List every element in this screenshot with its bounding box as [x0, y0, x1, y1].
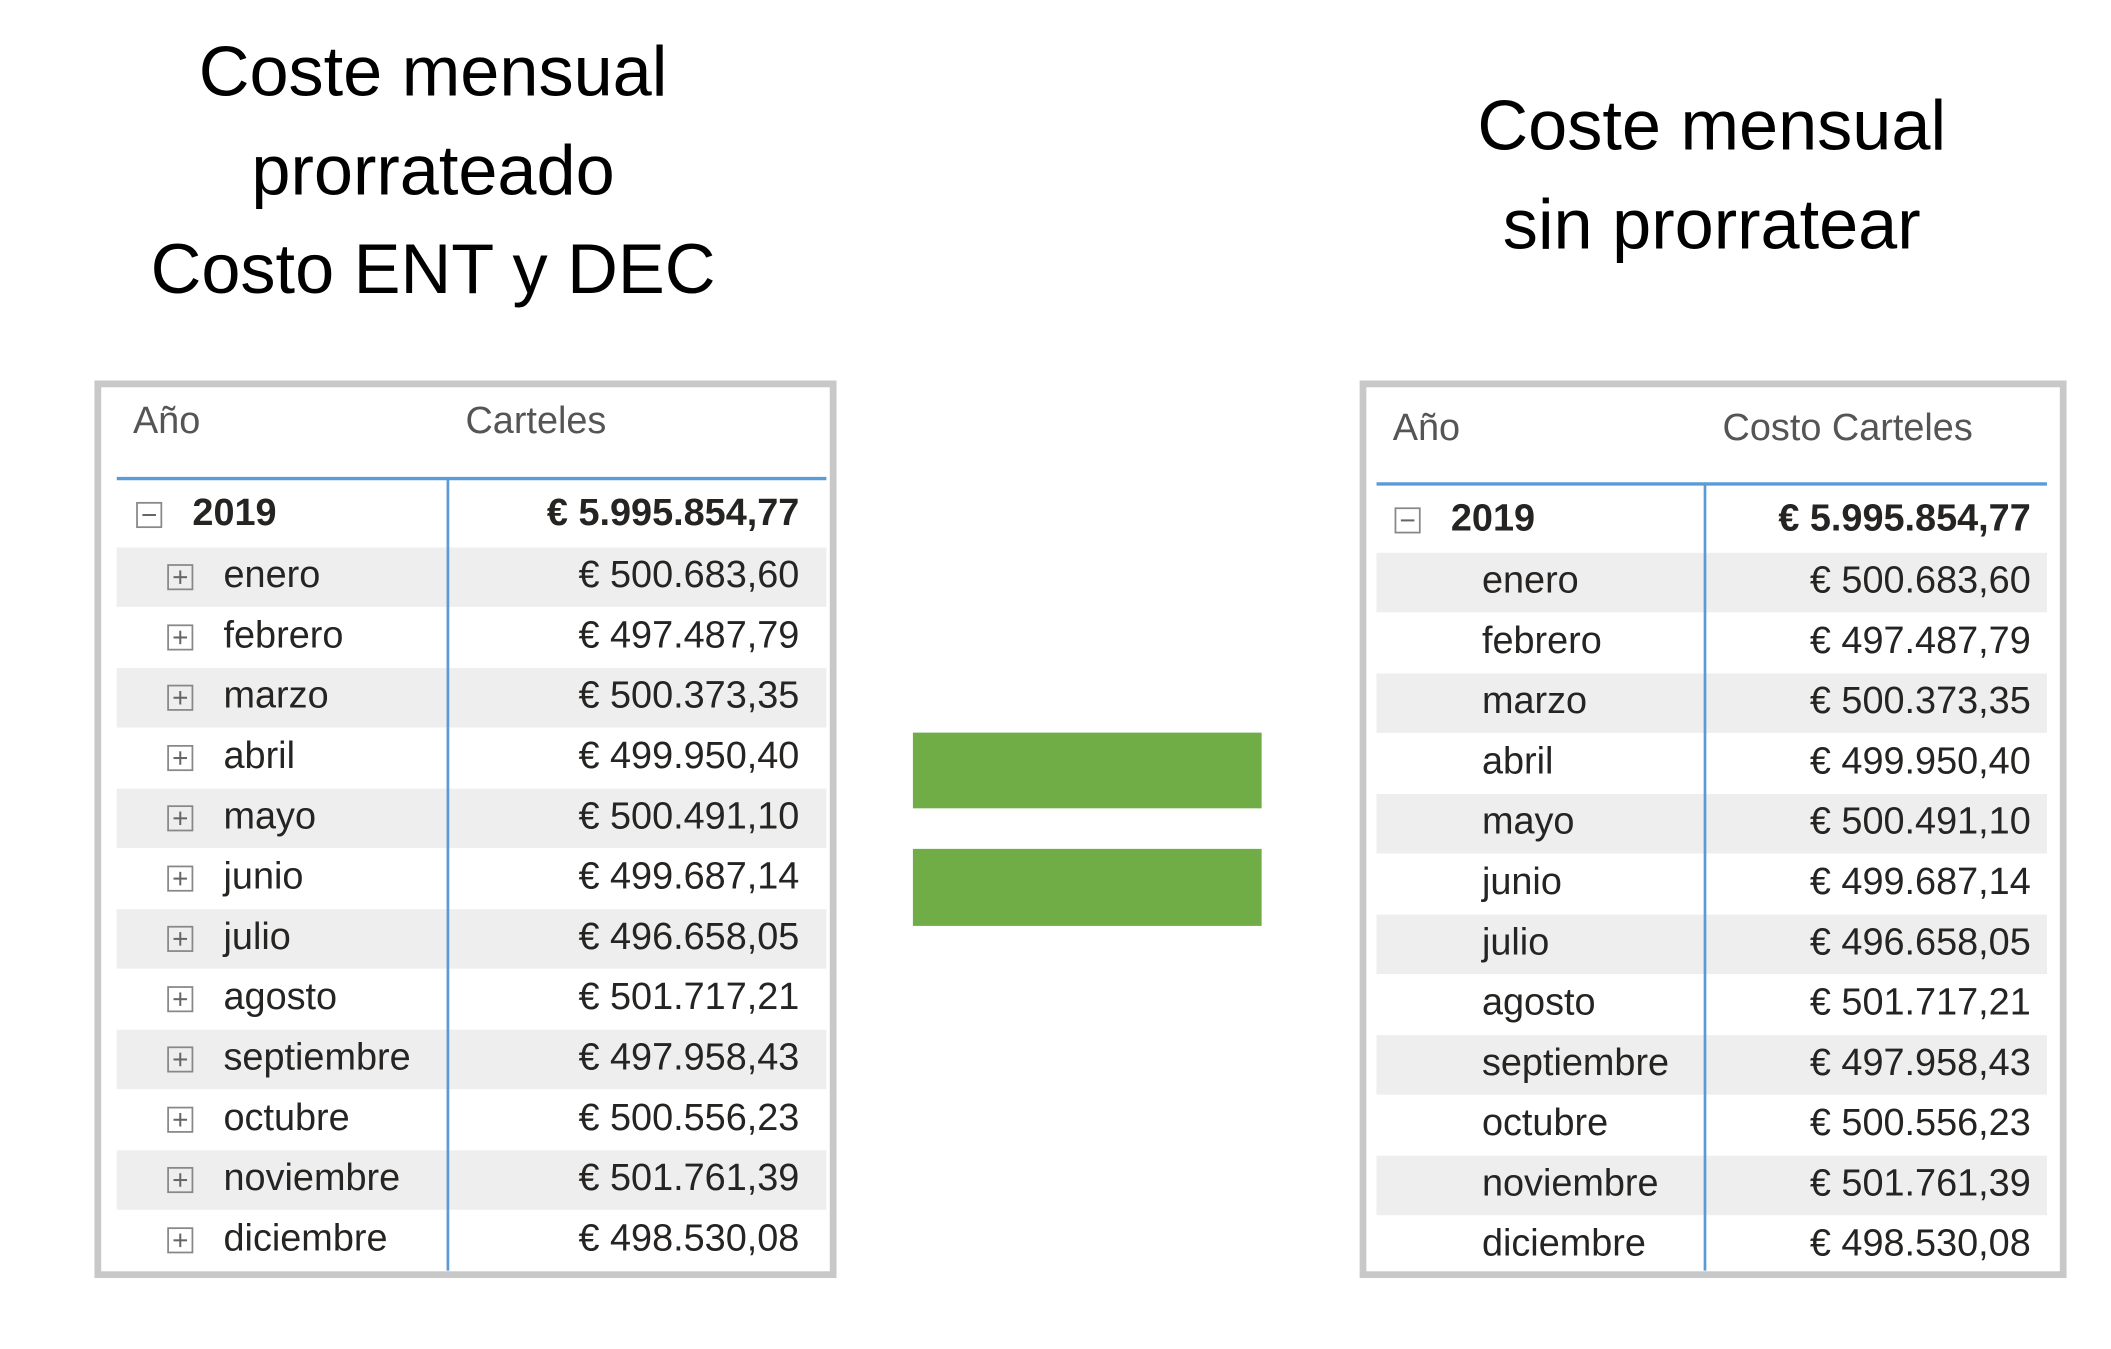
month-value: € 500.683,60 [578, 554, 799, 596]
column-header: Costo Carteles [1723, 407, 1973, 449]
month-value: € 497.487,79 [578, 614, 799, 656]
month-label: diciembre [224, 1217, 388, 1259]
row-shade [116, 547, 827, 607]
month-label: septiembre [1482, 1042, 1669, 1084]
month-value: € 496.658,05 [1810, 921, 2031, 963]
expand-icon [167, 744, 194, 772]
month-label: enero [224, 554, 321, 596]
month-label: abril [1482, 740, 1553, 782]
month-label: mayo [224, 795, 317, 837]
month-value: € 501.717,21 [578, 976, 799, 1018]
month-value: € 497.958,43 [578, 1036, 799, 1078]
month-value: € 497.958,43 [1810, 1042, 2031, 1084]
month-label: septiembre [224, 1036, 411, 1078]
month-label: junio [1481, 861, 1562, 903]
row-shade [116, 788, 827, 849]
row-shade [1376, 914, 2047, 975]
month-label: octubre [224, 1097, 350, 1139]
equals-bar [912, 848, 1262, 926]
month-label: octubre [1482, 1102, 1608, 1144]
row-shade [116, 909, 827, 969]
expand-icon [167, 1046, 194, 1073]
total-label: 2019 [192, 492, 276, 534]
month-label: febrero [1482, 620, 1602, 662]
month-label: agosto [1482, 982, 1596, 1024]
right-title: Coste mensual [1477, 86, 1946, 165]
expand-icon [1394, 507, 1421, 534]
month-value: € 498.530,08 [578, 1217, 799, 1259]
column-header: Carteles [465, 400, 606, 442]
month-value: € 500.556,23 [1810, 1102, 2031, 1144]
month-value: € 499.950,40 [578, 735, 799, 777]
left-title: Costo ENT y DEC [151, 229, 716, 308]
month-value: € 497.487,79 [1810, 620, 2031, 662]
month-label: enero [1482, 560, 1579, 602]
row-shade [1376, 552, 2047, 613]
row-shade [1376, 1155, 2047, 1216]
row-shade [1376, 673, 2047, 733]
expand-icon [167, 1106, 194, 1133]
expand-icon [167, 925, 194, 952]
equals-bar [912, 732, 1262, 809]
month-value: € 499.950,40 [1810, 740, 2031, 782]
expand-icon [167, 805, 194, 832]
total-value: € 5.995.854,77 [1778, 497, 2030, 539]
month-value: € 498.530,08 [1810, 1223, 2031, 1265]
expand-icon [167, 865, 194, 892]
expand-icon [167, 624, 194, 651]
expand-icon [167, 1166, 194, 1194]
row-shade [116, 1150, 827, 1210]
left-title: prorrateado [251, 130, 614, 209]
month-value: € 500.683,60 [1810, 560, 2031, 602]
month-value: € 500.491,10 [578, 795, 799, 837]
month-label: febrero [224, 614, 344, 656]
row-shade [116, 1029, 827, 1090]
column-header: Año [133, 400, 200, 442]
expand-icon [167, 1227, 194, 1254]
month-label: julio [223, 916, 291, 958]
row-shade [1376, 1035, 2047, 1095]
month-value: € 500.491,10 [1810, 801, 2031, 843]
month-label: julio [1481, 921, 1549, 963]
month-value: € 501.717,21 [1810, 982, 2031, 1024]
expand-icon [167, 684, 194, 711]
left-title: Coste mensual [199, 32, 668, 111]
month-value: € 499.687,14 [1810, 861, 2031, 903]
total-value: € 5.995.854,77 [547, 492, 799, 534]
expand-icon [136, 501, 163, 529]
row-shade [1376, 793, 2047, 854]
total-label: 2019 [1451, 497, 1535, 539]
month-value: € 501.761,39 [578, 1157, 799, 1199]
expand-icon [167, 986, 194, 1013]
month-value: € 501.761,39 [1810, 1162, 2031, 1204]
month-value: € 500.556,23 [578, 1097, 799, 1139]
month-label: junio [223, 856, 304, 898]
month-label: noviembre [224, 1157, 401, 1199]
month-label: marzo [224, 675, 329, 717]
month-label: marzo [1482, 680, 1587, 722]
column-header: Año [1393, 407, 1460, 449]
right-title: sin prorratear [1503, 184, 1921, 263]
month-label: diciembre [1482, 1223, 1646, 1265]
month-label: noviembre [1482, 1162, 1659, 1204]
month-value: € 500.373,35 [578, 675, 799, 717]
month-label: abril [224, 735, 295, 777]
month-value: € 496.658,05 [578, 916, 799, 958]
month-value: € 499.687,14 [578, 856, 799, 898]
row-shade [116, 668, 827, 728]
month-label: mayo [1482, 801, 1575, 843]
month-label: agosto [224, 976, 338, 1018]
expand-icon [167, 564, 194, 591]
month-value: € 500.373,35 [1810, 680, 2031, 722]
